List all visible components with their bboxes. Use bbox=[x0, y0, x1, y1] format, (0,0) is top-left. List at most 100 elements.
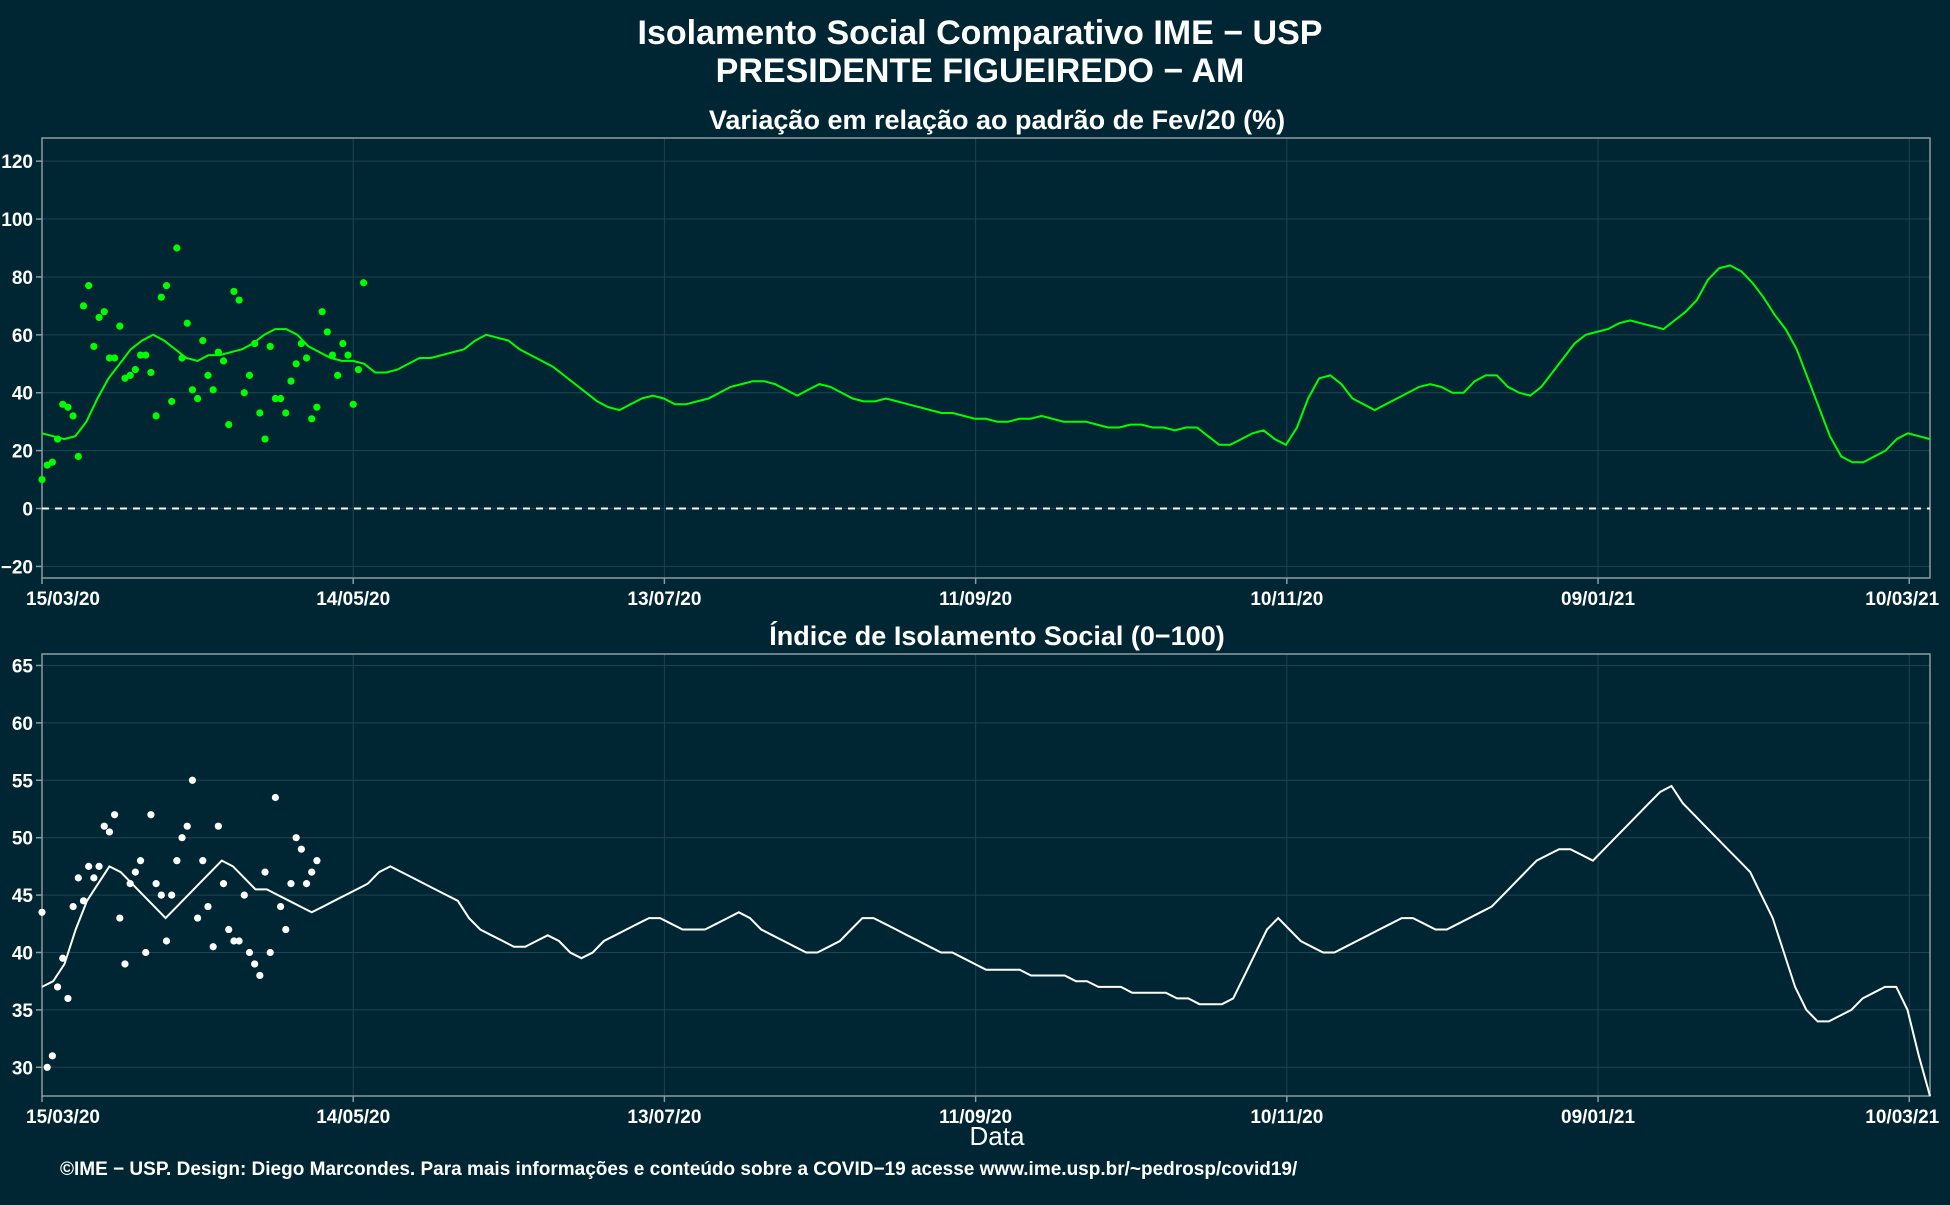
index-panel: 15/03/20 14/05/20 13/07/20 11/09/20 10/11/20… bbox=[12, 653, 1940, 1128]
index-data-point bbox=[225, 925, 233, 934]
variation-data-point bbox=[142, 351, 150, 359]
variation-data-point bbox=[287, 377, 295, 385]
variation-data-point bbox=[276, 394, 285, 403]
x-axis-label: Data bbox=[970, 1121, 1025, 1151]
variation-data-point bbox=[292, 360, 300, 368]
index-data-point bbox=[85, 862, 93, 870]
index-data-point bbox=[282, 925, 290, 934]
variation-data-point bbox=[48, 458, 56, 466]
index-data-point bbox=[116, 914, 124, 922]
index-data-point bbox=[43, 1063, 51, 1071]
variation-data-point bbox=[339, 339, 347, 348]
footer-credit: ©IME − USP. Design: Diego Marcondes. Par… bbox=[60, 1159, 1298, 1180]
variation-data-point bbox=[344, 351, 352, 359]
variation-data-point bbox=[297, 339, 305, 348]
variation-x-tick-label: 10/11/20 bbox=[1250, 589, 1323, 610]
variation-data-point bbox=[126, 371, 134, 379]
index-data-point bbox=[178, 834, 186, 842]
index-data-point bbox=[100, 822, 108, 830]
index-data-point bbox=[230, 937, 238, 945]
index-y-tick-label: 30 bbox=[12, 1058, 33, 1079]
variation-y-tick-label: −20 bbox=[1, 557, 33, 578]
index-y-tick-label: 55 bbox=[12, 771, 34, 792]
index-data-point bbox=[271, 793, 280, 802]
variation-data-point bbox=[308, 415, 316, 423]
variation-data-point bbox=[69, 412, 77, 420]
index-data-point bbox=[105, 828, 114, 836]
variation-data-point bbox=[245, 371, 254, 379]
variation-data-point bbox=[64, 403, 72, 411]
variation-data-point bbox=[95, 313, 103, 322]
index-y-tick-label: 50 bbox=[12, 829, 33, 850]
variation-y-tick-label: 40 bbox=[12, 384, 33, 405]
variation-data-point bbox=[271, 394, 280, 403]
variation-x-tick-label: 13/07/20 bbox=[627, 589, 701, 610]
variation-x-tick-label: 15/03/20 bbox=[26, 589, 100, 610]
variation-data-point bbox=[116, 322, 124, 330]
variation-data-point bbox=[354, 365, 362, 374]
index-data-point bbox=[136, 857, 145, 865]
index-data-point bbox=[256, 971, 264, 980]
index-y-tick-label: 40 bbox=[12, 943, 33, 964]
variation-data-point bbox=[334, 371, 342, 379]
index-y-tick-label: 35 bbox=[12, 1001, 34, 1022]
variation-data-point bbox=[100, 308, 108, 316]
index-x-tick-label: 09/01/21 bbox=[1561, 1107, 1635, 1128]
index-data-point bbox=[297, 845, 305, 853]
variation-data-point bbox=[318, 308, 326, 316]
variation-data-point bbox=[256, 409, 264, 417]
index-data-point bbox=[147, 811, 155, 819]
variation-y-tick-label: 120 bbox=[1, 152, 33, 173]
variation-x-tick-label: 11/09/20 bbox=[939, 589, 1012, 610]
variation-data-point bbox=[111, 354, 119, 362]
variation-data-point bbox=[328, 351, 337, 359]
variation-y-tick-label: 0 bbox=[22, 500, 33, 521]
index-data-point bbox=[126, 880, 134, 888]
index-y-tick-label: 65 bbox=[12, 656, 34, 677]
index-data-point bbox=[214, 822, 222, 830]
variation-data-point bbox=[199, 337, 207, 345]
variation-data-point bbox=[173, 244, 181, 252]
variation-panel-title: Variação em relação ao padrão de Fev/20 … bbox=[709, 105, 1285, 135]
variation-data-point bbox=[266, 342, 274, 351]
index-data-point bbox=[79, 897, 88, 905]
index-data-point bbox=[245, 948, 254, 957]
variation-data-point bbox=[313, 403, 321, 411]
variation-data-point bbox=[178, 354, 186, 362]
index-data-point bbox=[194, 914, 202, 922]
variation-panel: 15/03/20 14/05/20 13/07/20 11/09/20 10/11/20… bbox=[1, 137, 1940, 610]
variation-data-point bbox=[194, 394, 202, 403]
index-data-point bbox=[59, 954, 67, 962]
variation-data-point bbox=[131, 365, 139, 374]
variation-data-point bbox=[214, 348, 222, 356]
index-data-point bbox=[188, 776, 197, 784]
variation-y-tick-label: 80 bbox=[12, 268, 33, 289]
variation-data-point bbox=[85, 282, 93, 290]
index-data-point bbox=[219, 880, 228, 888]
index-data-point bbox=[48, 1052, 56, 1060]
variation-data-point bbox=[261, 435, 269, 443]
index-x-tick-label: 15/03/20 bbox=[26, 1107, 100, 1128]
index-data-point bbox=[209, 943, 217, 951]
variation-data-point bbox=[230, 287, 238, 296]
index-data-point bbox=[168, 891, 176, 899]
variation-data-point bbox=[74, 452, 82, 461]
index-data-point bbox=[157, 891, 165, 899]
variation-data-point bbox=[219, 357, 228, 365]
index-data-point bbox=[162, 937, 171, 945]
index-data-point bbox=[64, 994, 72, 1003]
index-x-tick-label: 10/11/20 bbox=[1250, 1107, 1323, 1128]
index-data-point bbox=[287, 880, 295, 888]
variation-data-point bbox=[168, 397, 176, 406]
index-data-point bbox=[266, 948, 274, 957]
variation-moving-average-line bbox=[41, 264, 1931, 464]
index-data-point bbox=[199, 857, 207, 865]
variation-x-tick-label: 14/05/20 bbox=[316, 589, 390, 610]
variation-data-point bbox=[162, 282, 171, 290]
index-x-tick-label: 14/05/20 bbox=[316, 1107, 390, 1128]
variation-data-point bbox=[147, 368, 155, 377]
variation-data-point bbox=[302, 354, 311, 362]
variation-data-point bbox=[53, 435, 62, 443]
variation-x-tick-label: 09/01/21 bbox=[1561, 589, 1635, 610]
